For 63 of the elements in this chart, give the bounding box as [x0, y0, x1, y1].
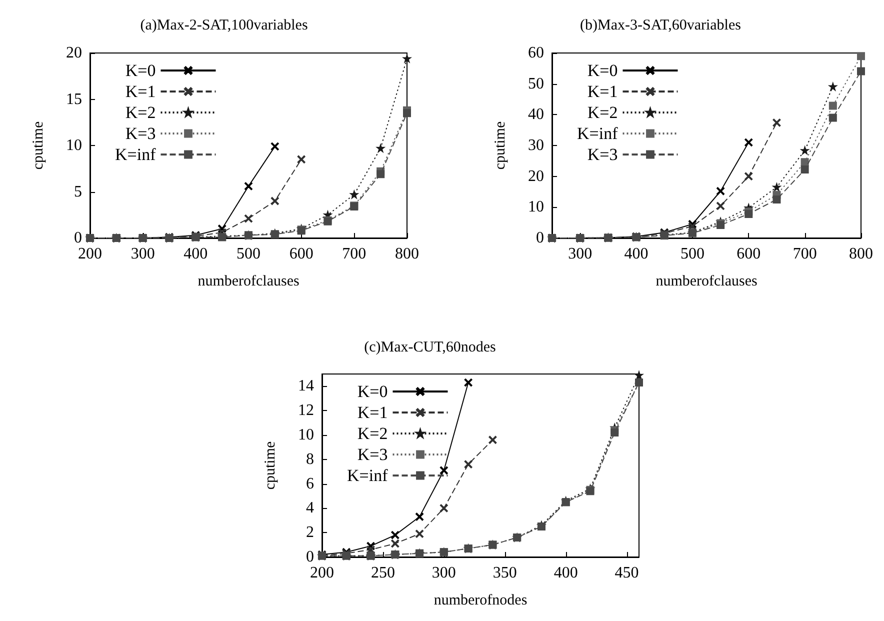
- x-tick-label: 400: [184, 246, 208, 262]
- y-tick-label: 0: [536, 230, 544, 246]
- legend-label: K=1: [125, 82, 156, 101]
- legend-label: K=2: [125, 103, 156, 122]
- x-tick-label: 500: [236, 246, 260, 262]
- y-tick-label: 14: [298, 378, 314, 395]
- legend-label: K=0: [357, 382, 388, 401]
- legend-label: K=2: [357, 424, 388, 443]
- legend-label: K=3: [357, 445, 388, 464]
- y-axis-title: cputime: [30, 121, 46, 170]
- legend-label: K=0: [587, 61, 618, 80]
- y-tick-label: 4: [306, 500, 314, 517]
- chart-title: (c)Max-CUT,60nodes: [364, 340, 496, 356]
- y-tick-label: 0: [74, 230, 82, 246]
- x-tick-label: 800: [395, 246, 419, 262]
- y-axis-title: cputime: [262, 441, 278, 490]
- legend-label: K=0: [125, 61, 156, 80]
- chart-title: (a)Max-2-SAT,100variables: [140, 18, 308, 34]
- y-tick-label: 6: [306, 475, 314, 492]
- y-tick-label: 30: [528, 137, 544, 154]
- x-tick-label: 700: [792, 246, 817, 262]
- x-tick-label: 500: [680, 246, 704, 262]
- y-tick-label: 15: [66, 90, 82, 108]
- y-tick-label: 5: [74, 183, 82, 200]
- legend-label: K=3: [125, 124, 156, 143]
- y-tick-label: 50: [528, 75, 544, 92]
- y-tick-label: 2: [306, 524, 314, 542]
- x-tick-label: 400: [554, 564, 578, 582]
- y-axis-title: cputime: [492, 121, 508, 170]
- y-tick-label: 20: [528, 168, 544, 185]
- x-tick-label: 300: [432, 564, 456, 582]
- y-tick-label: 10: [298, 426, 314, 444]
- y-tick-label: 20: [66, 44, 82, 62]
- x-axis-title: numberofnodes: [434, 592, 528, 608]
- x-tick-label: 300: [130, 246, 155, 262]
- y-tick-label: 10: [528, 198, 544, 216]
- legend-label: K=2: [587, 103, 618, 122]
- chart-title: (b)Max-3-SAT,60variables: [580, 18, 742, 34]
- legend-label: K=1: [357, 403, 388, 422]
- y-tick-label: 10: [66, 137, 82, 154]
- x-axis-title: numberofclauses: [656, 274, 758, 290]
- y-tick-label: 8: [306, 450, 314, 468]
- y-tick-label: 12: [298, 402, 314, 420]
- legend-label: K=inf: [347, 466, 388, 485]
- x-tick-label: 250: [370, 564, 395, 582]
- x-tick-label: 200: [310, 564, 334, 582]
- x-tick-label: 700: [342, 246, 366, 262]
- x-axis-title: numberofclauses: [198, 274, 300, 290]
- x-tick-label: 800: [849, 246, 873, 262]
- x-tick-label: 200: [78, 246, 102, 262]
- x-tick-label: 350: [492, 564, 517, 582]
- x-tick-label: 400: [624, 246, 648, 262]
- y-tick-label: 0: [306, 548, 314, 566]
- legend-label: K=3: [587, 145, 618, 164]
- legend-label: K=1: [587, 82, 618, 101]
- y-tick-label: 40: [528, 106, 544, 124]
- x-tick-label: 600: [736, 246, 761, 262]
- x-tick-label: 600: [289, 246, 314, 262]
- legend-label: K=inf: [115, 145, 156, 164]
- legend-label: K=inf: [577, 124, 618, 143]
- y-tick-label: 60: [528, 44, 544, 62]
- x-tick-label: 300: [568, 246, 592, 262]
- x-tick-label: 450: [614, 564, 639, 582]
